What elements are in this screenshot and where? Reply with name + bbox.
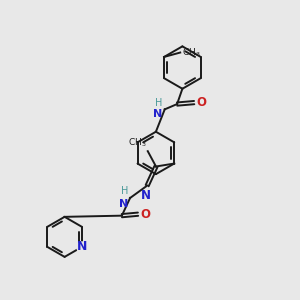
Text: N: N bbox=[141, 189, 151, 202]
Text: O: O bbox=[140, 208, 150, 221]
Text: H: H bbox=[155, 98, 162, 108]
Text: N: N bbox=[153, 110, 162, 119]
Text: H: H bbox=[121, 186, 129, 196]
Text: CH$_3$: CH$_3$ bbox=[182, 46, 200, 59]
Text: CH$_3$: CH$_3$ bbox=[128, 136, 146, 149]
Text: N: N bbox=[119, 199, 129, 208]
Text: N: N bbox=[77, 240, 87, 254]
Text: O: O bbox=[196, 96, 206, 109]
